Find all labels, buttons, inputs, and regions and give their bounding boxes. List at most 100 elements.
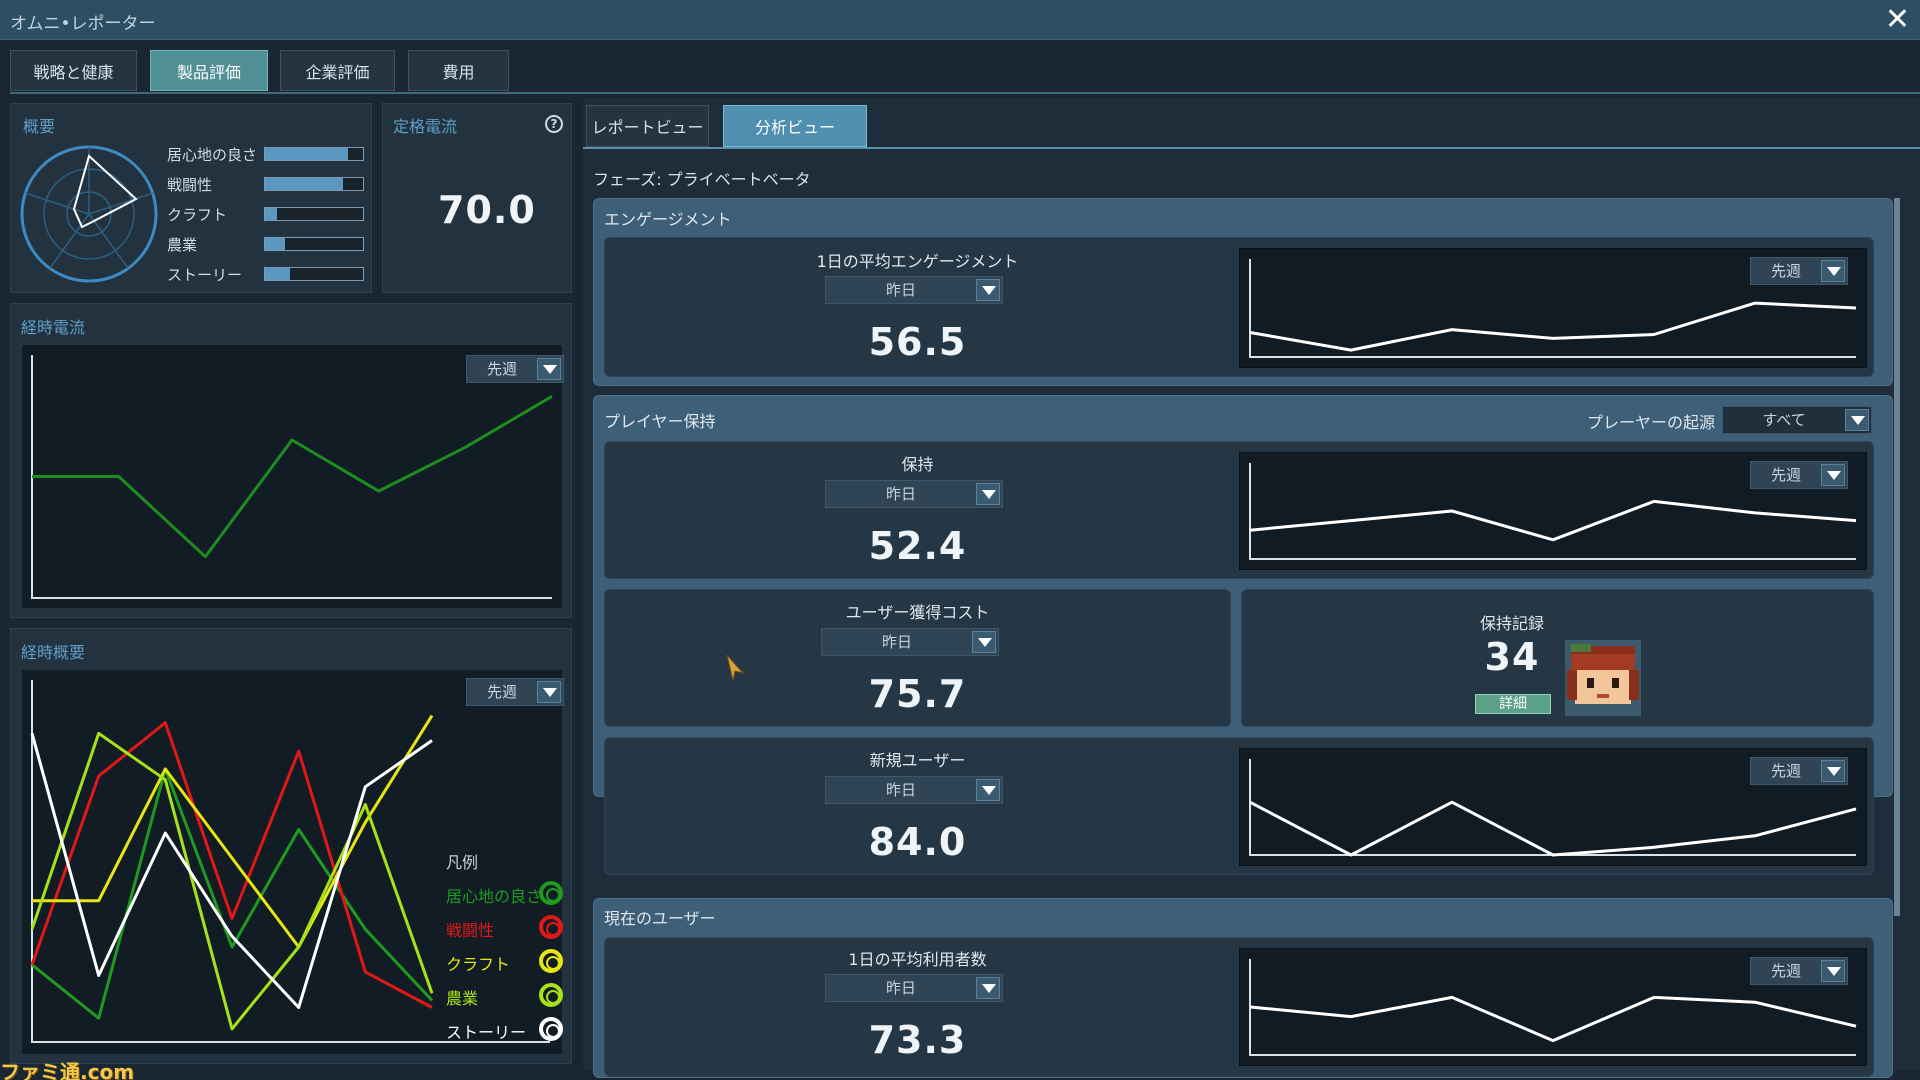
rated-current-panel: 定格電流 ? 70.0 (382, 103, 572, 293)
chevron-down-icon[interactable] (1821, 464, 1845, 486)
bar-label-combat: 戦闘性 (167, 176, 213, 194)
watermark: ファミ通.com (0, 1060, 135, 1080)
chevron-down-icon[interactable] (1845, 409, 1869, 431)
acquisition-card: ユーザー獲得コスト 昨日 75.7 (604, 589, 1231, 727)
chevron-down-icon[interactable] (1821, 760, 1845, 782)
chevron-down-icon[interactable] (976, 779, 1000, 801)
scrollbar[interactable] (1894, 198, 1900, 916)
retention-chart-dropdown[interactable]: 先週 (1750, 461, 1848, 489)
phase-label: フェーズ: プライベートベータ (593, 170, 811, 189)
acquisition-period-label: 昨日 (881, 633, 912, 651)
current-period-label: 先週 (486, 360, 517, 378)
bar-track-story (264, 267, 364, 281)
legend-target-icon-farming[interactable] (539, 983, 563, 1007)
new-users-card: 新規ユーザー 昨日 84.0 先週 (604, 737, 1874, 875)
tab-product-rating[interactable]: 製品評価 (150, 50, 268, 91)
retention-period-dropdown[interactable]: 昨日 (825, 480, 1003, 508)
bar-fill-farming (265, 238, 285, 250)
current-users-chart-svg (1249, 959, 1857, 1056)
subtab-underline (583, 147, 1920, 149)
app-title: オムニ•レポーター (10, 14, 156, 34)
bar-track-craft (264, 207, 364, 221)
series-line-2 (32, 714, 434, 949)
new-users-mini-chart: 先週 (1239, 748, 1867, 866)
current-users-section: 現在のユーザー 1日の平均利用者数 昨日 73.3 先週 (593, 898, 1893, 1078)
acquisition-value: 75.7 (868, 672, 967, 716)
help-icon[interactable]: ? (544, 114, 564, 134)
current-users-period-dropdown[interactable]: 昨日 (825, 974, 1003, 1002)
chevron-down-icon[interactable] (976, 483, 1000, 505)
acquisition-title: ユーザー獲得コスト (845, 603, 990, 622)
new-users-chart-dropdown[interactable]: 先週 (1750, 757, 1848, 785)
engagement-chart-dropdown[interactable]: 先週 (1750, 257, 1848, 285)
series-line-0 (1249, 800, 1857, 857)
bar-label-farming: 農業 (167, 236, 198, 254)
close-icon[interactable]: ✕ (1884, 2, 1910, 37)
legend-label-craft: クラフト (446, 955, 511, 974)
legend-target-icon-craft[interactable] (539, 949, 563, 973)
chevron-down-icon[interactable] (537, 681, 561, 703)
radar-chart (20, 145, 158, 283)
chevron-down-icon[interactable] (976, 977, 1000, 999)
legend-target-icon-combat[interactable] (539, 915, 563, 939)
retention-value: 52.4 (868, 524, 967, 568)
bar-fill-story (265, 268, 290, 280)
chevron-down-icon[interactable] (1821, 260, 1845, 282)
series-line-0 (31, 767, 434, 1020)
character-avatar[interactable] (1565, 640, 1641, 716)
engagement-card-title: 1日の平均エンゲージメント (816, 252, 1019, 271)
retention-card-title: 保持 (901, 455, 934, 474)
legend-label-comfort: 居心地の良さ (446, 887, 543, 906)
current-over-time-title: 経時電流 (21, 318, 86, 337)
record-title: 保持記録 (1479, 614, 1544, 633)
tab-company-rating[interactable]: 企業評価 (280, 50, 395, 91)
engagement-title: エンゲージメント (604, 210, 732, 229)
new-users-period-dropdown[interactable]: 昨日 (825, 776, 1003, 804)
series-line-1 (30, 721, 433, 1009)
title-bar: オムニ•レポーター ✕ (0, 0, 1920, 40)
mouse-cursor-icon (726, 654, 745, 682)
chevron-down-icon[interactable] (972, 631, 996, 653)
analysis-panel: レポートビュー 分析ビュー フェーズ: プライベートベータ エンゲージメント 1… (583, 98, 1920, 1078)
overview-period-dropdown[interactable]: 先週 (466, 678, 564, 706)
new-users-period-label: 昨日 (885, 781, 916, 799)
tab-report-view[interactable]: レポートビュー (586, 105, 709, 147)
chevron-down-icon[interactable] (976, 279, 1000, 301)
new-users-chart-period: 先週 (1770, 762, 1801, 780)
origin-dropdown[interactable]: すべて (1722, 406, 1872, 434)
retention-section: プレイヤー保持 プレーヤーの起源 すべて 保持 昨日 52.4 先週 (593, 395, 1893, 875)
chevron-down-icon[interactable] (537, 358, 561, 380)
legend-title: 凡例 (446, 853, 479, 872)
bar-label-craft: クラフト (167, 206, 228, 224)
overview-period-label: 先週 (486, 683, 517, 701)
retention-chart-period: 先週 (1770, 466, 1801, 484)
current-users-chart-dropdown[interactable]: 先週 (1750, 957, 1848, 985)
retention-record-card: 保持記録 34 詳細 (1241, 589, 1874, 727)
bar-track-combat (264, 177, 364, 191)
bar-fill-comfort (265, 148, 349, 160)
current-users-chart-period: 先週 (1770, 962, 1801, 980)
overview-panel: 概要 居心地の良さ 戦闘性 クラフト 農業 ストーリー (10, 103, 372, 293)
engagement-period-label: 昨日 (885, 281, 916, 299)
current-period-dropdown[interactable]: 先週 (466, 355, 564, 383)
series-line-3 (30, 731, 434, 1031)
tab-expenses[interactable]: 費用 (408, 50, 509, 91)
bar-track-farming (264, 237, 364, 251)
chevron-down-icon[interactable] (1821, 960, 1845, 982)
current-chart-svg (31, 355, 553, 599)
bar-fill-combat (265, 178, 344, 190)
engagement-period-dropdown[interactable]: 昨日 (825, 276, 1003, 304)
new-users-title: 新規ユーザー (869, 751, 966, 770)
engagement-chart-svg (1249, 259, 1857, 358)
acquisition-period-dropdown[interactable]: 昨日 (821, 628, 999, 656)
overview-title: 概要 (23, 117, 56, 136)
details-button[interactable]: 詳細 (1475, 694, 1551, 714)
legend-target-icon-story[interactable] (539, 1017, 563, 1041)
retention-period-label: 昨日 (885, 485, 916, 503)
legend-label-story: ストーリー (446, 1023, 527, 1042)
legend-target-icon-comfort[interactable] (539, 881, 563, 905)
current-users-mini-chart: 先週 (1239, 948, 1867, 1066)
tab-strategy-health[interactable]: 戦略と健康 (10, 50, 137, 91)
tab-analysis-view[interactable]: 分析ビュー (723, 105, 867, 147)
legend-label-farming: 農業 (446, 989, 479, 1008)
